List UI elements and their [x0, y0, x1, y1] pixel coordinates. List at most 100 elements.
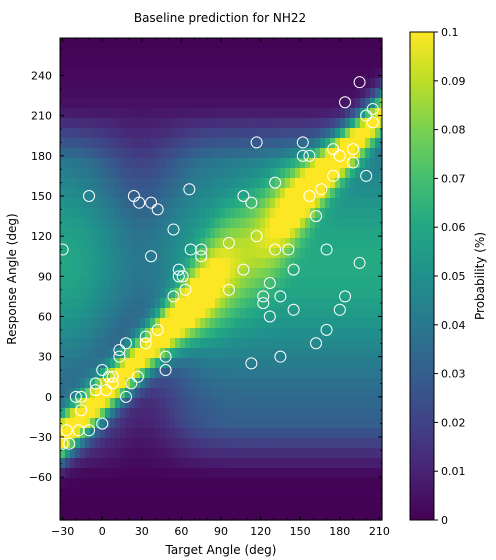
heatmap-cell [95, 498, 101, 509]
heatmap-cell [170, 258, 176, 269]
heatmap-cell [375, 418, 381, 429]
heatmap-cell [115, 258, 121, 269]
heatmap-cell [260, 358, 266, 369]
heatmap-cell [200, 108, 206, 119]
heatmap-cell [175, 298, 181, 309]
heatmap-cell [195, 398, 201, 409]
heatmap-cell [370, 158, 376, 169]
heatmap-cell [155, 268, 161, 279]
heatmap-cell [320, 318, 326, 329]
heatmap-cell [70, 158, 76, 169]
heatmap-cell [165, 148, 171, 159]
heatmap-cell [320, 258, 326, 269]
heatmap-cell [165, 358, 171, 369]
heatmap-cell [115, 478, 121, 489]
heatmap-cell [130, 508, 136, 519]
heatmap-cell [350, 268, 356, 279]
heatmap-cell [100, 478, 106, 489]
heatmap-cell [320, 508, 326, 519]
scatter-point [274, 290, 287, 303]
heatmap-cell [260, 288, 266, 299]
heatmap-cell [285, 48, 291, 59]
heatmap-cell [240, 218, 246, 229]
heatmap-cell [110, 398, 116, 409]
heatmap-cell [320, 458, 326, 469]
heatmap-cell [250, 518, 256, 521]
heatmap-cell [60, 488, 66, 499]
heatmap-cell [235, 358, 241, 369]
heatmap-cell [85, 58, 91, 69]
heatmap-cell [70, 138, 76, 149]
heatmap-cell [305, 158, 311, 169]
heatmap-cell [95, 338, 101, 349]
heatmap-cell [300, 288, 306, 299]
heatmap-cell [270, 338, 276, 349]
y-tick-label: −60 [29, 471, 52, 484]
heatmap-cell [60, 368, 66, 379]
heatmap-cell [170, 338, 176, 349]
heatmap-cell [190, 168, 196, 179]
heatmap-cell [215, 98, 221, 109]
heatmap-cell [145, 108, 151, 119]
heatmap-cell [245, 388, 251, 399]
heatmap-cell [340, 498, 346, 509]
heatmap-cell [95, 138, 101, 149]
heatmap-cell [225, 418, 231, 429]
heatmap-cell [125, 88, 131, 99]
heatmap-cell [170, 228, 176, 239]
heatmap-cell [245, 138, 251, 149]
heatmap-cell [305, 368, 311, 379]
heatmap-cell [350, 88, 356, 99]
heatmap-cell [165, 458, 171, 469]
heatmap-cell [230, 458, 236, 469]
heatmap-cell [310, 338, 316, 349]
heatmap-cell [335, 308, 341, 319]
heatmap-cell [300, 208, 306, 219]
heatmap-cell [280, 458, 286, 469]
heatmap-cell [275, 428, 281, 439]
heatmap-cell [155, 238, 161, 249]
heatmap-cell [105, 388, 111, 399]
heatmap-cell [180, 148, 186, 159]
heatmap-cell [325, 338, 331, 349]
heatmap-cell [210, 458, 216, 469]
heatmap-cell [65, 318, 71, 329]
heatmap-cell [105, 338, 111, 349]
heatmap-cell [300, 338, 306, 349]
heatmap-cell [290, 408, 296, 419]
heatmap-cell [335, 98, 341, 109]
heatmap-cell [210, 198, 216, 209]
heatmap-cell [270, 408, 276, 419]
heatmap-cell [150, 38, 156, 49]
heatmap-cell [150, 518, 156, 521]
heatmap-cell [350, 108, 356, 119]
heatmap-cell [155, 108, 161, 119]
heatmap-cell [260, 128, 266, 139]
heatmap-cell [365, 158, 371, 169]
heatmap-cell [260, 148, 266, 159]
heatmap-cell [235, 178, 241, 189]
y-tick-label: 120 [31, 230, 52, 243]
heatmap-cell [140, 438, 146, 449]
heatmap-cell [280, 258, 286, 269]
heatmap-cell [300, 378, 306, 389]
heatmap-cell [305, 98, 311, 109]
heatmap-cell [190, 108, 196, 119]
heatmap-cell [85, 48, 91, 59]
heatmap-cell [145, 48, 151, 59]
heatmap-cell [205, 258, 211, 269]
heatmap-cell [315, 468, 321, 479]
heatmap-cell [305, 308, 311, 319]
heatmap-cell [330, 488, 336, 499]
heatmap-cell [100, 288, 106, 299]
heatmap-cell [275, 258, 281, 269]
heatmap-cell [245, 178, 251, 189]
heatmap-cell [165, 298, 171, 309]
heatmap-cell [315, 298, 321, 309]
heatmap-cell [180, 78, 186, 89]
heatmap-cell [170, 268, 176, 279]
heatmap-cell [65, 68, 71, 79]
heatmap-cell [290, 138, 296, 149]
scatter-point [133, 196, 146, 209]
heatmap-cell [335, 48, 341, 59]
